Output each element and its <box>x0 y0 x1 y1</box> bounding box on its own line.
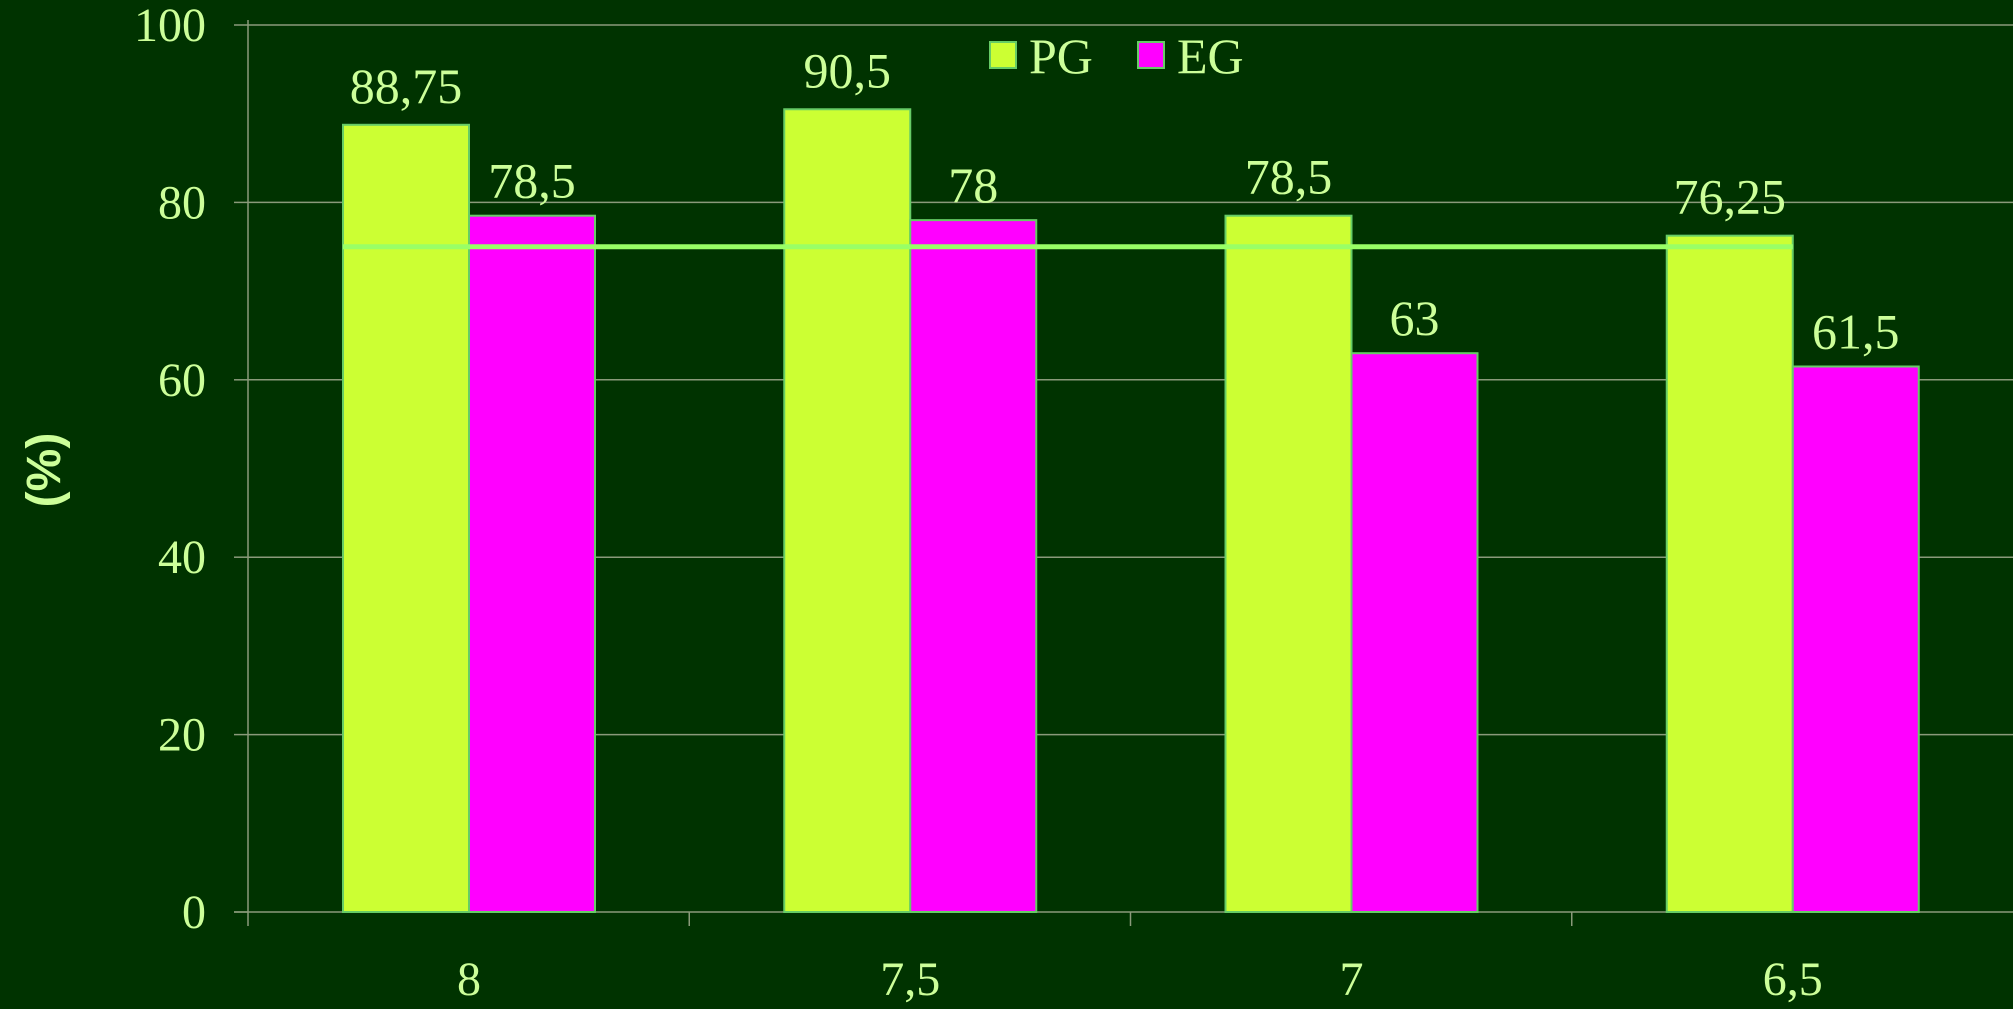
bar-eg <box>1350 352 1479 913</box>
legend: PG EG <box>989 28 1244 84</box>
y-tick-labels: 0 20 40 60 80 100 <box>134 0 206 939</box>
legend-label-eg: EG <box>1177 28 1244 84</box>
y-tick-label: 0 <box>182 886 206 939</box>
x-tick-label: 7,5 <box>880 953 940 1004</box>
data-label: 88,75 <box>350 58 463 114</box>
legend-swatch-pg <box>989 41 1017 69</box>
data-label: 63 <box>1390 290 1440 346</box>
data-label: 78,5 <box>1245 149 1333 205</box>
data-label: 78,5 <box>488 153 576 209</box>
data-label: 78 <box>948 157 998 213</box>
bar-pg <box>342 123 470 914</box>
data-labels: 88,75 90,5 78,5 76,25 78,5 78 63 61,5 <box>350 42 1900 359</box>
bar-pg <box>1224 214 1353 913</box>
y-tick-label: 20 <box>158 709 206 762</box>
x-tick-label: 6,5 <box>1763 953 1823 1004</box>
y-tick-label: 80 <box>158 176 206 229</box>
legend-swatch-eg <box>1137 41 1165 69</box>
bars <box>342 108 1920 914</box>
y-tick-label: 40 <box>158 531 206 584</box>
data-label: 61,5 <box>1812 303 1900 359</box>
y-tick-label: 60 <box>158 354 206 407</box>
bar-eg <box>909 219 1038 913</box>
bar-eg <box>468 214 596 913</box>
data-label: 76,25 <box>1674 169 1787 225</box>
y-axis-title: (%) <box>18 433 71 508</box>
bar-eg <box>1791 365 1920 913</box>
x-tick-label: 7 <box>1340 953 1364 1004</box>
bar-pg <box>1665 234 1794 914</box>
y-tick-label: 100 <box>134 0 206 52</box>
data-label: 90,5 <box>804 42 892 98</box>
x-tick-label: 8 <box>457 953 481 1004</box>
bar-pg <box>783 108 912 913</box>
legend-label-pg: PG <box>1029 28 1093 84</box>
x-tick-labels: 8 7,5 7 6,5 <box>457 953 1823 1006</box>
